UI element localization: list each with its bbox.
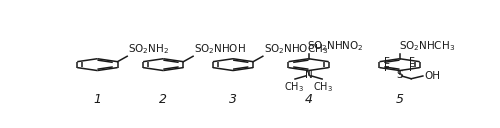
Text: SO$_2$NHCH$_3$: SO$_2$NHCH$_3$: [399, 40, 455, 53]
Text: CH$_3$: CH$_3$: [284, 80, 304, 94]
Text: 5: 5: [396, 93, 404, 106]
Text: F: F: [384, 57, 390, 67]
Text: 3: 3: [229, 93, 237, 106]
Text: F: F: [384, 63, 390, 73]
Text: S: S: [396, 70, 403, 80]
Text: 4: 4: [304, 93, 312, 106]
Text: CH$_3$: CH$_3$: [314, 80, 334, 94]
Text: N: N: [304, 70, 312, 80]
Text: SO$_2$NHNO$_2$: SO$_2$NHNO$_2$: [306, 40, 364, 53]
Text: SO$_2$NHOH: SO$_2$NHOH: [194, 42, 246, 56]
Text: 2: 2: [159, 93, 167, 106]
Text: F: F: [409, 57, 415, 67]
Text: F: F: [409, 63, 415, 73]
Text: 1: 1: [94, 93, 102, 106]
Text: SO$_2$NH$_2$: SO$_2$NH$_2$: [128, 42, 169, 56]
Text: SO$_2$NHOCH$_3$: SO$_2$NHOCH$_3$: [264, 42, 328, 56]
Text: OH: OH: [425, 71, 441, 81]
